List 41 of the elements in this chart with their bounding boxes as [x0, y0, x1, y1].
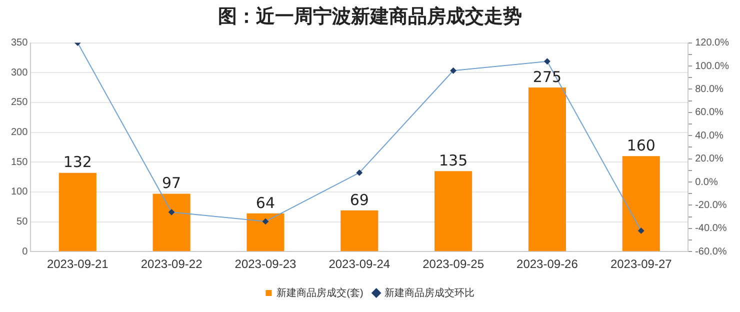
x-tick-label: 2023-09-22 — [140, 257, 203, 272]
bar — [152, 194, 190, 252]
data-label: 64 — [256, 194, 276, 212]
legend-label: 新建商品房成交环比 — [384, 286, 474, 299]
x-tick-label: 2023-09-25 — [422, 257, 484, 272]
y2-tick-label: 0.0% — [695, 176, 718, 188]
y2-tick-label: 40.0% — [695, 130, 724, 142]
y2-tick-label: -40.0% — [695, 223, 727, 234]
bar — [528, 88, 566, 252]
y-tick-label: 150 — [10, 156, 28, 168]
data-label: 97 — [162, 174, 182, 192]
x-tick-label: 2023-09-24 — [328, 257, 390, 272]
y-tick-label: 100 — [10, 186, 28, 198]
y2-tick-label: 60.0% — [695, 107, 724, 118]
y-tick-label: 350 — [10, 38, 28, 49]
bar — [622, 156, 660, 252]
y-tick-label: 0 — [22, 246, 28, 258]
data-label: 135 — [438, 151, 468, 170]
x-tick-label: 2023-09-27 — [610, 257, 672, 272]
x-tick-label: 2023-09-21 — [46, 257, 109, 272]
y2-tick-label: -60.0% — [695, 246, 727, 258]
data-label: 69 — [350, 190, 369, 209]
y2-tick-label: 100.0% — [695, 60, 730, 72]
data-label: 132 — [63, 153, 92, 172]
y-tick-label: 300 — [10, 67, 28, 78]
chart-title: 图：近一周宁波新建商品房成交走势 — [218, 5, 522, 28]
bar — [58, 172, 96, 252]
data-label: 160 — [626, 136, 656, 155]
x-tick-label: 2023-09-26 — [516, 257, 578, 272]
y2-tick-label: 20.0% — [695, 154, 724, 165]
legend-label: 新建商品房成交(套) — [276, 286, 364, 299]
x-tick-label: 2023-09-23 — [234, 257, 296, 272]
bar — [340, 210, 378, 252]
bar — [246, 213, 284, 252]
y-tick-label: 250 — [10, 97, 28, 108]
bar — [434, 171, 472, 252]
y-tick-label: 50 — [16, 216, 28, 228]
y2-tick-label: 120.0% — [695, 38, 730, 49]
y-tick-label: 200 — [10, 127, 28, 138]
y2-tick-label: 80.0% — [695, 84, 724, 95]
y2-tick-label: -20.0% — [695, 200, 727, 211]
